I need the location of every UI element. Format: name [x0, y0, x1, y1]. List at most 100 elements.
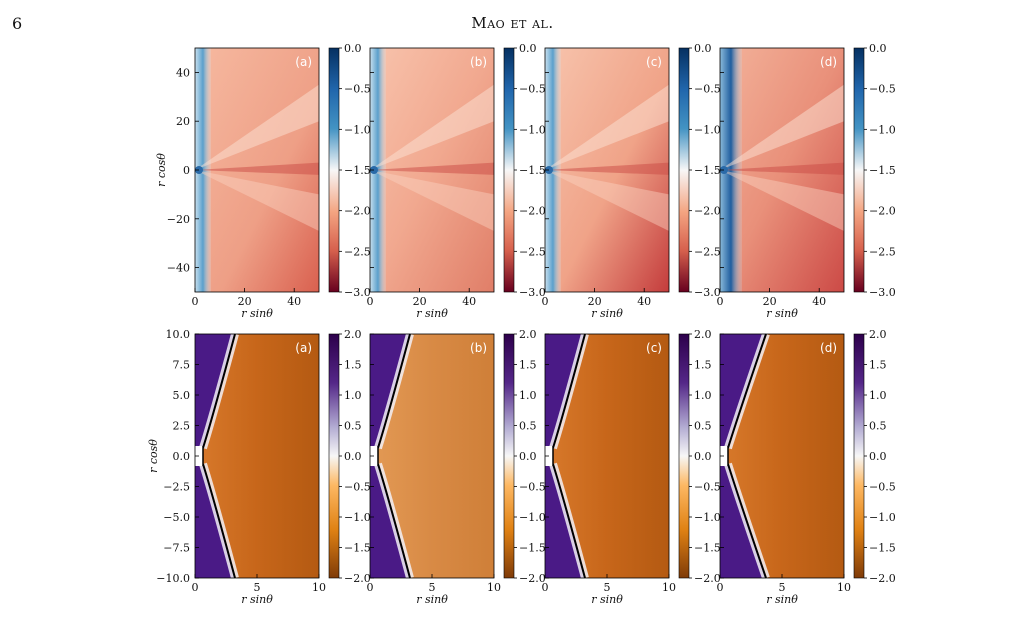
- colorbar-tick-label: 0.5: [519, 420, 537, 433]
- colorbar-tick-label: 2.0: [519, 328, 537, 341]
- colorbar-tick-label: −0.5: [344, 481, 371, 494]
- colorbar-tick-label: 0.0: [519, 450, 537, 463]
- x-tick-label: 10: [662, 581, 676, 594]
- colorbar-tick-label: 0.0: [694, 42, 712, 55]
- x-tick-label: 5: [604, 581, 611, 594]
- disk-midplane: [195, 162, 319, 175]
- colorbar-tick-label: −1.5: [344, 542, 371, 555]
- colorbar-tick-label: −0.5: [519, 481, 546, 494]
- panel-bottom-a: (a) 0 5 10 r sinθ 10.0 7.5 5.0 2.5 0.0 −2.5 −5.0 −7.…: [147, 328, 371, 606]
- x-tick-label: 40: [462, 295, 476, 308]
- colorbar-tick-label: −2.0: [344, 572, 371, 585]
- y-tick-label: 0: [183, 164, 190, 177]
- funnel-contour: [552, 333, 586, 579]
- colorbar-tick-label: −1.5: [694, 542, 721, 555]
- panel-label: (b): [470, 341, 487, 355]
- colorbar-tick-label: −1.5: [694, 164, 721, 177]
- x-axis-label: r sinθ: [766, 593, 798, 606]
- x-tick-label: 0: [367, 295, 374, 308]
- colorbar: [853, 47, 865, 293]
- y-tick-label: −7.5: [163, 542, 190, 555]
- colorbar-tick-label: −2.0: [869, 205, 896, 218]
- y-axis-label: r cosθ: [147, 439, 160, 473]
- wind-streak: [195, 170, 319, 231]
- colorbar-tick-label: −1.0: [869, 123, 896, 136]
- colorbar-tick-label: −3.0: [869, 286, 896, 299]
- colorbar: [853, 333, 865, 579]
- y-tick-label: −20: [167, 213, 190, 226]
- x-tick-label: 10: [837, 581, 851, 594]
- panel-bottom-c: (c) 0 5 10 r sinθ 2.0 1.5 1.0 0.5 0.0 −0.5 −1.0 −1.5…: [542, 328, 721, 606]
- colorbar-tick-label: −2.0: [344, 205, 371, 218]
- x-tick-label: 5: [429, 581, 436, 594]
- panel-label: (d): [820, 341, 837, 355]
- x-tick-label: 20: [763, 295, 777, 308]
- colorbar-tick-label: −1.0: [344, 123, 371, 136]
- colorbar-tick-label: 2.0: [344, 328, 362, 341]
- colorbar-tick-label: −1.0: [519, 123, 546, 136]
- polar-funnel-region: [195, 334, 235, 578]
- colorbar-tick-label: −2.0: [869, 572, 896, 585]
- colorbar-tick-label: −1.0: [344, 511, 371, 524]
- x-tick-label: 0: [367, 581, 374, 594]
- polar-funnel-region: [370, 334, 410, 578]
- panel-label: (b): [470, 55, 487, 69]
- x-tick-label: 0: [192, 581, 199, 594]
- y-tick-label: 5.0: [173, 389, 191, 402]
- x-axis-label: r sinθ: [241, 593, 273, 606]
- colorbar-tick-label: 2.0: [869, 328, 887, 341]
- colorbar-tick-label: −2.5: [694, 245, 721, 258]
- colorbar-tick-label: 0.5: [344, 420, 362, 433]
- x-tick-label: 0: [717, 581, 724, 594]
- colorbar-tick-label: −1.5: [344, 164, 371, 177]
- panel-label: (a): [295, 341, 312, 355]
- colorbar-tick-label: 0.0: [519, 42, 537, 55]
- polar-funnel-region: [545, 334, 585, 578]
- x-tick-label: 40: [637, 295, 651, 308]
- colorbar-tick-label: −1.0: [869, 511, 896, 524]
- panel-bottom-d: (d) 0 5 10 r sinθ 2.0 1.5 1.0 0.5 0.0 −0.5 −1.0 −1.5…: [717, 328, 896, 606]
- colorbar-tick-label: −0.5: [694, 83, 721, 96]
- y-tick-label: 10.0: [166, 328, 191, 341]
- y-tick-label: 40: [176, 66, 190, 79]
- y-axis-label: r cosθ: [155, 153, 168, 187]
- disk-midplane: [720, 162, 844, 175]
- colorbar-tick-label: −2.5: [869, 245, 896, 258]
- wind-streak: [370, 170, 494, 231]
- colorbar-tick-label: 1.0: [869, 389, 887, 402]
- colorbar: [678, 47, 690, 293]
- x-tick-label: 0: [192, 295, 199, 308]
- colorbar-tick-label: 1.0: [519, 389, 537, 402]
- colorbar-tick-label: −1.5: [869, 164, 896, 177]
- y-tick-label: −2.5: [163, 481, 190, 494]
- colorbar-tick-label: 1.5: [869, 359, 887, 372]
- y-tick-label: 2.5: [173, 420, 191, 433]
- x-tick-label: 40: [812, 295, 826, 308]
- colorbar-tick-label: −0.5: [869, 83, 896, 96]
- colorbar-tick-label: −1.5: [519, 164, 546, 177]
- colorbar-tick-label: −0.5: [694, 481, 721, 494]
- colorbar-tick-label: −2.0: [694, 205, 721, 218]
- colorbar-tick-label: −1.0: [694, 123, 721, 136]
- panel-top-a: (a) 0 20 40 r sinθ 40 20 0 −20 −40 r cosθ 0.0 −0.5 −1…: [155, 42, 371, 320]
- colorbar-tick-label: 1.0: [694, 389, 712, 402]
- panel-bottom-b: (b) 0 5 10 r sinθ 2.0 1.5 1.0 0.5 0.0 −0.5 −1.0 −1.5…: [367, 328, 546, 606]
- colorbar-tick-label: 1.5: [344, 359, 362, 372]
- y-tick-label: 0.0: [173, 450, 191, 463]
- x-tick-label: 5: [779, 581, 786, 594]
- funnel-contour: [377, 333, 411, 579]
- x-tick-label: 0: [717, 295, 724, 308]
- colorbar-tick-label: 0.0: [869, 42, 887, 55]
- polar-funnel-region: [720, 334, 766, 578]
- x-tick-label: 20: [238, 295, 252, 308]
- x-axis-label: r sinθ: [591, 307, 623, 320]
- y-tick-label: 7.5: [173, 359, 191, 372]
- panel-top-c: (c) 0 20 40 r sinθ 0.0 −0.5 −1.0 −1.5 −2.0 −2.5 −3.…: [542, 42, 721, 320]
- colorbar-tick-label: 1.5: [694, 359, 712, 372]
- funnel-contour: [202, 333, 236, 579]
- x-tick-label: 20: [588, 295, 602, 308]
- disk-midplane: [545, 162, 669, 175]
- colorbar-tick-label: −1.0: [694, 511, 721, 524]
- colorbar-tick-label: −2.5: [344, 245, 371, 258]
